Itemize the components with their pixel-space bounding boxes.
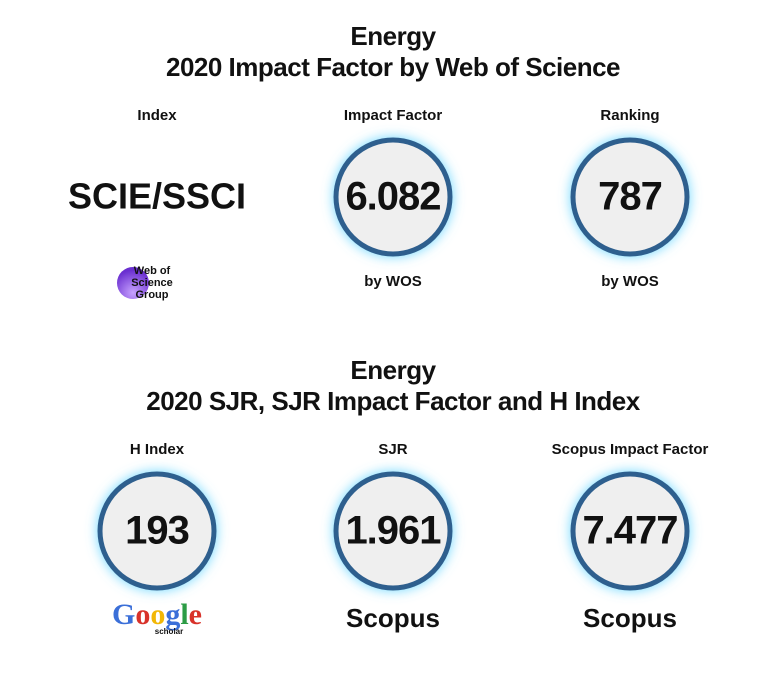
metric-source: by WOS — [601, 273, 659, 290]
metric-label: Impact Factor — [344, 107, 443, 124]
section-title: 2020 SJR, SJR Impact Factor and H Index — [146, 386, 640, 416]
metric-label: SJR — [378, 441, 407, 458]
metric-value: 787 — [598, 175, 662, 219]
wos-logo-text: Science — [131, 277, 173, 289]
metric-label: Scopus Impact Factor — [552, 441, 709, 458]
scopus-logo: Scopus — [583, 603, 677, 633]
metric-label: H Index — [130, 441, 185, 458]
metric-ring — [97, 471, 217, 591]
metric-ring — [570, 137, 690, 257]
section-title: Energy — [350, 21, 436, 51]
section-title: Energy — [350, 355, 436, 385]
metric-ring — [333, 471, 453, 591]
scopus-logo: Scopus — [346, 603, 440, 633]
metric-ring — [333, 137, 453, 257]
metric-value: SCIE/SSCI — [68, 176, 246, 217]
metric-value: 1.961 — [345, 509, 441, 553]
section-title: 2020 Impact Factor by Web of Science — [166, 52, 620, 82]
wos-logo-text: Web of — [134, 265, 171, 277]
google-logo-sub: scholar — [155, 627, 183, 636]
wos-logo-text: Group — [136, 289, 169, 301]
metric-label: Ranking — [600, 107, 659, 124]
google-logo: Google — [112, 598, 202, 631]
metric-ring — [570, 471, 690, 591]
metric-source: by WOS — [364, 273, 422, 290]
metric-value: 193 — [125, 509, 189, 553]
metric-value: 7.477 — [582, 509, 677, 553]
metric-label: Index — [137, 107, 177, 124]
wos-logo-mark — [117, 267, 149, 299]
metric-value: 6.082 — [345, 175, 440, 219]
